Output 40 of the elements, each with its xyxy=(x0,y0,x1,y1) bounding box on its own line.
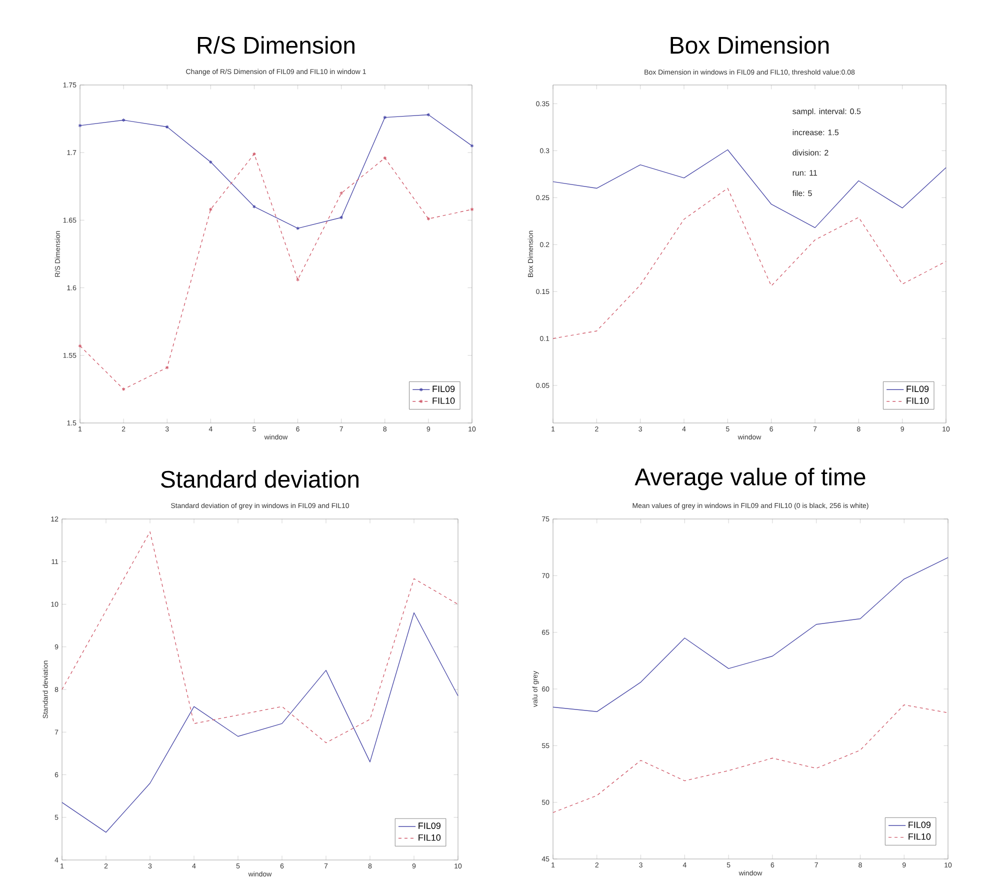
point xyxy=(165,366,169,370)
line-series xyxy=(552,149,946,228)
point xyxy=(78,344,82,348)
legend-label: FIL10 xyxy=(906,397,929,404)
point xyxy=(340,216,344,220)
chart-title: Average value of time xyxy=(634,468,866,490)
point xyxy=(296,226,300,230)
point xyxy=(383,115,387,120)
point xyxy=(296,278,300,282)
point xyxy=(122,118,126,122)
legend-label: FIL10 xyxy=(418,834,441,841)
point xyxy=(252,152,256,156)
point xyxy=(208,207,212,212)
chart-title: R/S Dimension xyxy=(198,36,354,54)
legend-label: FIL10 xyxy=(432,397,455,404)
chart-title: Box Dimension xyxy=(670,36,829,54)
point xyxy=(426,112,430,117)
legend-label: FIL09 xyxy=(908,822,931,828)
line-series xyxy=(552,704,948,813)
legend-label: FIL09 xyxy=(906,386,929,392)
legend-label: FIL09 xyxy=(418,822,440,829)
annotation: file: 5 xyxy=(792,190,812,196)
annotation: increase: 1.5 xyxy=(792,129,839,136)
point xyxy=(470,207,474,212)
line-series xyxy=(62,612,458,833)
annotation: sampl. interval: 0.5 xyxy=(792,108,861,116)
point xyxy=(426,216,430,221)
point xyxy=(252,204,256,209)
legend-label: FIL10 xyxy=(908,833,931,840)
annotation: division: 2 xyxy=(792,150,828,156)
point xyxy=(208,160,212,164)
point xyxy=(122,387,126,392)
point xyxy=(340,191,344,196)
point xyxy=(383,156,387,160)
line-series xyxy=(552,557,948,712)
line-series xyxy=(552,188,946,339)
annotation: run: 11 xyxy=(792,170,818,176)
legend-label: FIL09 xyxy=(432,386,455,392)
chart-title: Standard deviation xyxy=(161,470,358,488)
point xyxy=(165,124,169,129)
